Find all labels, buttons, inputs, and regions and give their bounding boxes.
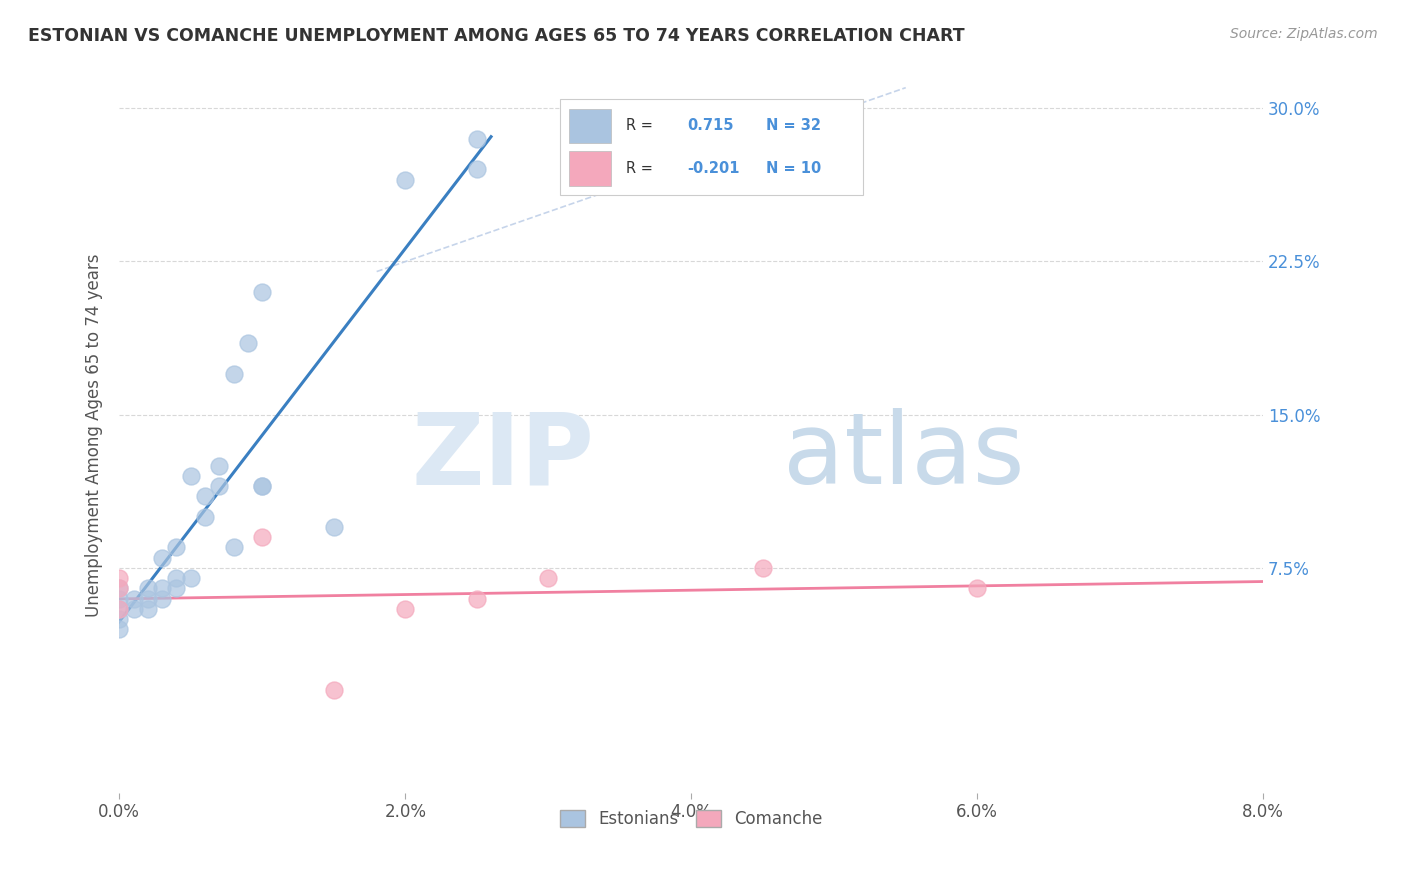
Point	[322, 683, 344, 698]
Point	[166, 582, 188, 596]
Text: ESTONIAN VS COMANCHE UNEMPLOYMENT AMONG AGES 65 TO 74 YEARS CORRELATION CHART: ESTONIAN VS COMANCHE UNEMPLOYMENT AMONG …	[28, 27, 965, 45]
Point	[108, 571, 131, 585]
Point	[208, 458, 231, 473]
Point	[180, 469, 202, 483]
Point	[751, 561, 773, 575]
Point	[108, 601, 131, 615]
Point	[194, 489, 217, 503]
Point	[208, 479, 231, 493]
Point	[166, 541, 188, 555]
Point	[252, 530, 274, 544]
Point	[136, 591, 159, 606]
Point	[465, 132, 488, 146]
Point	[150, 550, 173, 565]
Point	[108, 582, 131, 596]
Point	[108, 601, 131, 615]
Point	[394, 601, 416, 615]
Point	[122, 591, 145, 606]
Point	[537, 571, 560, 585]
Point	[966, 582, 988, 596]
Point	[108, 612, 131, 626]
Point	[108, 582, 131, 596]
Point	[166, 571, 188, 585]
Point	[236, 336, 259, 351]
Point	[252, 479, 274, 493]
Point	[222, 541, 245, 555]
Legend: Estonians, Comanche: Estonians, Comanche	[554, 803, 830, 834]
Point	[122, 601, 145, 615]
Point	[150, 591, 173, 606]
Point	[252, 479, 274, 493]
Point	[136, 601, 159, 615]
Point	[150, 582, 173, 596]
Text: Source: ZipAtlas.com: Source: ZipAtlas.com	[1230, 27, 1378, 41]
Point	[252, 285, 274, 299]
Point	[108, 622, 131, 636]
Point	[394, 172, 416, 186]
Point	[180, 571, 202, 585]
Point	[108, 591, 131, 606]
Point	[465, 162, 488, 177]
Point	[222, 367, 245, 381]
Point	[465, 591, 488, 606]
Point	[194, 509, 217, 524]
Y-axis label: Unemployment Among Ages 65 to 74 years: Unemployment Among Ages 65 to 74 years	[86, 253, 103, 616]
Point	[136, 582, 159, 596]
Text: ZIP: ZIP	[411, 408, 593, 505]
Point	[322, 520, 344, 534]
Text: atlas: atlas	[783, 408, 1025, 505]
